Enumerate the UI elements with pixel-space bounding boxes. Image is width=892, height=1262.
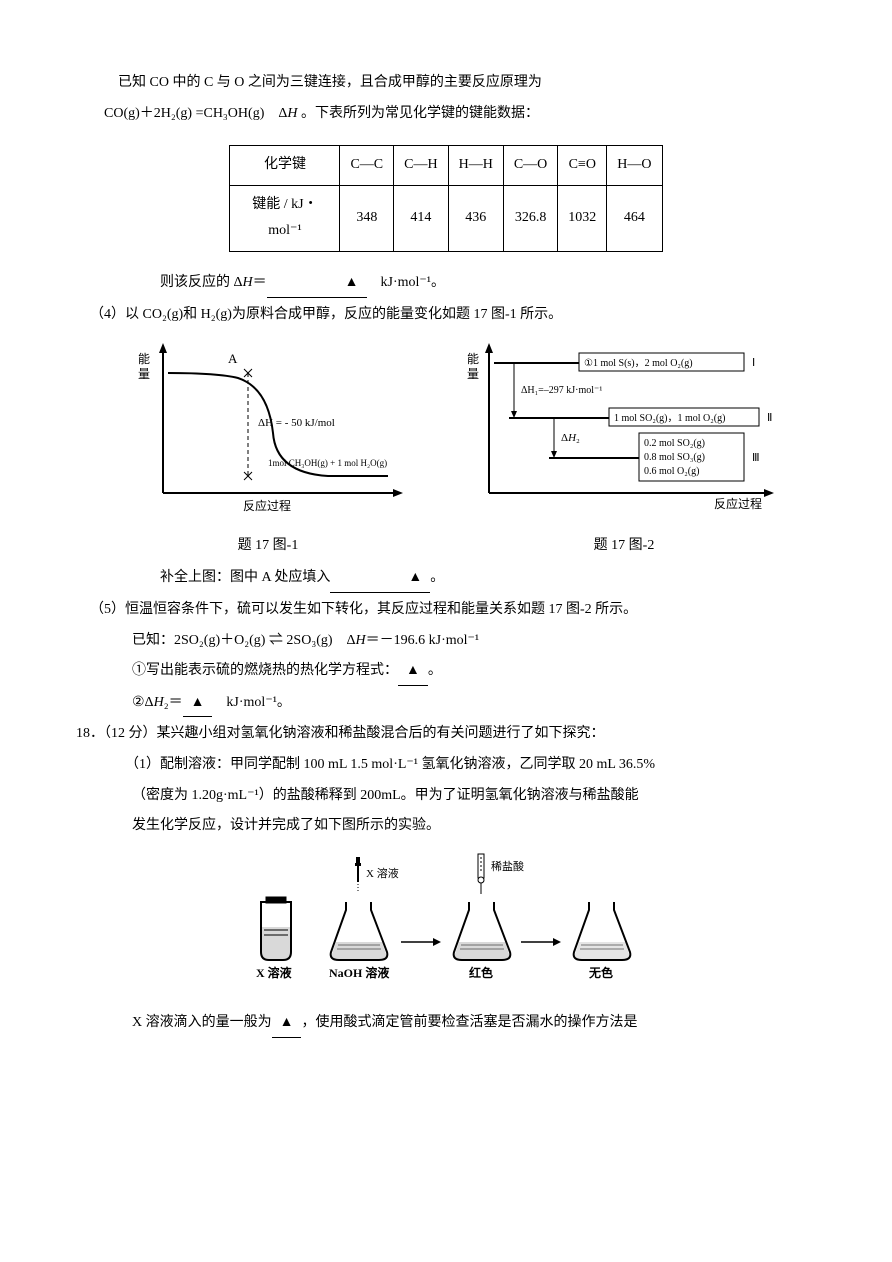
q18-cont: X 溶液滴入的量一般为▲，使用酸式滴定管前要检查活塞是否漏水的操作方法是 (132, 1010, 802, 1038)
blank-3: ▲ (398, 658, 428, 686)
exp-label-1: NaOH 溶液 (329, 965, 389, 980)
fig1-svg: 能 量 A ΔH = - 50 kJ/mol 1mol CH₃OH(g) + 1… (128, 338, 408, 518)
th-co: C—O (503, 146, 557, 186)
dh-prefix: 则该反应的 Δ (160, 275, 243, 290)
th-ch: C—H (394, 146, 448, 186)
fig2-box3c: 0.6 mol O₂(g) (644, 466, 699, 477)
q5-sub2-eq: ＝ (169, 695, 183, 710)
intro-eq: CO(g)＋2H₂(g) =CH₃OH(g) Δ (104, 106, 287, 121)
q18-cont-text: X 溶液滴入的量一般为 (132, 1015, 272, 1030)
table-header-row: 化学键 C—C C—H H—H C—O C≡O H—O (230, 146, 662, 186)
q18-p1b: （密度为 1.20g·mL⁻¹）的盐酸稀释到 200mL。甲为了证明氢氧化钠溶液… (132, 783, 802, 810)
th-cc: C—C (340, 146, 394, 186)
q4-text: （4）以 CO₂(g)和 H₂(g)为原料合成甲醇，反应的能量变化如题 17 图… (90, 302, 562, 329)
q5-sub1-suffix: 。 (428, 663, 442, 678)
fig2-dh2: ΔH₂ (561, 432, 580, 444)
intro-suffix: 。下表所列为常见化学键的键能数据： (301, 106, 539, 121)
q5-known-text: 已知：2SO₂(g)＋O₂(g) ⇌ 2SO₃(g) Δ (132, 633, 356, 648)
fig2-tag3: Ⅲ (752, 452, 760, 464)
experiment-svg: X 溶液 稀盐酸 X 溶 (231, 852, 661, 992)
bond-energy-table: 化学键 C—C C—H H—H C—O C≡O H—O 键能 / kJ・mol⁻… (229, 145, 662, 252)
fig2-svg: 能 量 ①1 mol S(s)，2 mol O₂(g) Ⅰ ΔH₁=–297 k… (459, 338, 789, 518)
fig2-box3b: 0.8 mol SO₃(g) (644, 452, 705, 463)
fig-captions: 题 17 图-1 题 17 图-2 (90, 533, 802, 560)
fig1-xlabel: 反应过程 (243, 498, 291, 513)
svg-text:量: 量 (138, 367, 150, 381)
intro-text-1: 已知 CO 中的 C 与 O 之间为三键连接，且合成甲醇的主要反应原理为 (118, 75, 542, 90)
td-hh: 436 (448, 185, 503, 251)
td-co: 326.8 (503, 185, 557, 251)
exp-label-0: X 溶液 (256, 965, 292, 980)
q5-known: 已知：2SO₂(g)＋O₂(g) ⇌ 2SO₃(g) ΔH＝－196.6 kJ·… (132, 628, 802, 655)
svg-text:能: 能 (467, 352, 479, 366)
q5-sub1-text: ①写出能表示硫的燃烧热的热化学方程式： (132, 663, 398, 678)
td-c3o: 1032 (558, 185, 607, 251)
fig2-wrap: 能 量 ①1 mol S(s)，2 mol O₂(g) Ⅰ ΔH₁=–297 k… (446, 338, 802, 529)
supplement-line: 补全上图：图中 A 处应填入▲。 (90, 565, 802, 593)
fig1-ylabel: 能 (138, 352, 150, 366)
q18-label: 18．（12 分）某兴趣小组对氢氧化钠溶液和稀盐酸混合后的有关问题进行了如下探究… (76, 721, 802, 748)
dh-eq: ＝ (253, 275, 267, 290)
exp-label-2: 红色 (469, 965, 493, 980)
q18-p1a: （1）配制溶液：甲同学配制 100 mL 1.5 mol·L⁻¹ 氢氧化钠溶液，… (125, 752, 802, 779)
q18-cont-suffix: ，使用酸式滴定管前要检查活塞是否漏水的操作方法是 (301, 1015, 637, 1030)
table-data-row: 键能 / kJ・mol⁻¹ 348 414 436 326.8 1032 464 (230, 185, 662, 251)
th-bond: 化学键 (230, 146, 340, 186)
fig2-xlabel: 反应过程 (714, 496, 762, 511)
fig1-product: 1mol CH₃OH(g) + 1 mol H₂O(g) (268, 458, 387, 468)
fig1-caption: 题 17 图-1 (238, 533, 299, 560)
svg-text:量: 量 (467, 367, 479, 381)
fig2-box3a: 0.2 mol SO₂(g) (644, 438, 705, 449)
dropper2-label: 稀盐酸 (491, 859, 524, 873)
td-ho: 464 (607, 185, 662, 251)
td-label: 键能 / kJ・mol⁻¹ (230, 185, 340, 251)
td-ch: 414 (394, 185, 448, 251)
fig2-tag2: Ⅱ (767, 412, 772, 424)
intro-line2: CO(g)＋2H₂(g) =CH₃OH(g) ΔH 。下表所列为常见化学键的键能… (104, 101, 802, 128)
fig1-a-label: A (228, 351, 238, 366)
q5-sub2-prefix: ②Δ (132, 695, 154, 710)
fig2-box2: 1 mol SO₂(g)，1 mol O₂(g) (614, 413, 725, 424)
dh-unit: kJ·mol⁻¹。 (367, 275, 445, 290)
supp-suffix: 。 (430, 570, 444, 585)
q18-text: 18．（12 分）某兴趣小组对氢氧化钠溶液和稀盐酸混合后的有关问题进行了如下探究… (76, 726, 605, 741)
td-cc: 348 (340, 185, 394, 251)
th-c3o: C≡O (558, 146, 607, 186)
q5-sub2-unit: kJ·mol⁻¹。 (212, 695, 290, 710)
q18-p1c: 发生化学反应，设计并完成了如下图所示的实验。 (132, 813, 802, 840)
supp-text: 补全上图：图中 A 处应填入 (160, 570, 330, 585)
fig2-dh1: ΔH₁=–297 kJ·mol⁻¹ (521, 385, 602, 396)
q5-sub2: ②ΔH₂＝▲ kJ·mol⁻¹。 (132, 690, 802, 718)
blank-2: ▲ (330, 565, 430, 593)
th-ho: H—O (607, 146, 662, 186)
exp-label-3: 无色 (588, 965, 613, 980)
experiment-figure: X 溶液 稀盐酸 X 溶 (90, 852, 802, 1003)
q5-text: （5）恒温恒容条件下，硫可以发生如下转化，其反应过程和能量关系如题 17 图-2… (90, 602, 637, 617)
fig1-wrap: 能 量 A ΔH = - 50 kJ/mol 1mol CH₃OH(g) + 1… (90, 338, 446, 529)
fig2-tag1: Ⅰ (752, 357, 755, 369)
dh-h: H (243, 275, 253, 290)
q5-sub1: ①写出能表示硫的燃烧热的热化学方程式：▲。 (132, 658, 802, 686)
th-hh: H—H (448, 146, 503, 186)
q5-sub2-h: H (154, 695, 164, 710)
intro-line1: 已知 CO 中的 C 与 O 之间为三键连接，且合成甲醇的主要反应原理为 (90, 70, 802, 97)
q5-label: （5）恒温恒容条件下，硫可以发生如下转化，其反应过程和能量关系如题 17 图-2… (90, 597, 802, 624)
q4-label: （4）以 CO₂(g)和 H₂(g)为原料合成甲醇，反应的能量变化如题 17 图… (90, 302, 802, 329)
blank-1: ▲ (267, 270, 367, 298)
dropper1-label: X 溶液 (366, 866, 399, 880)
figures-row: 能 量 A ΔH = - 50 kJ/mol 1mol CH₃OH(g) + 1… (90, 338, 802, 529)
fig2-caption: 题 17 图-2 (594, 533, 655, 560)
fig2-box1: ①1 mol S(s)，2 mol O₂(g) (584, 358, 693, 369)
delta-h-line: 则该反应的 ΔH＝▲ kJ·mol⁻¹。 (90, 270, 802, 298)
blank-5: ▲ (272, 1010, 302, 1038)
blank-4: ▲ (183, 690, 213, 718)
fig1-dh: ΔH = - 50 kJ/mol (258, 417, 335, 429)
q5-known-suffix: ＝－196.6 kJ·mol⁻¹ (366, 633, 479, 648)
